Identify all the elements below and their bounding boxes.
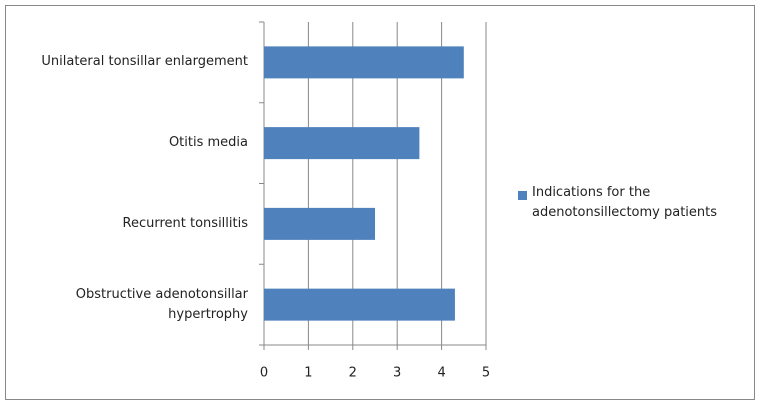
bar bbox=[264, 288, 455, 321]
x-tick-label: 1 bbox=[304, 366, 312, 381]
x-tick-label: 2 bbox=[349, 366, 357, 381]
y-tick-label: Otitis media bbox=[168, 135, 248, 151]
legend-label: Indications for the adenotonsillectomy p… bbox=[532, 185, 718, 220]
y-tick-label: Recurrent tonsillitis bbox=[122, 215, 248, 231]
legend-swatch bbox=[518, 191, 527, 200]
x-tick-label: 4 bbox=[437, 366, 445, 381]
y-tick-label: Unilateral tonsillar enlargement bbox=[41, 54, 248, 70]
y-tick-label-box: Otitis media bbox=[168, 135, 248, 151]
x-tick-label: 3 bbox=[393, 366, 401, 381]
x-tick-label: 0 bbox=[260, 366, 268, 381]
y-tick-label: Obstructive adenotonsillar hypertrophy bbox=[75, 286, 248, 322]
y-tick-label-box: Obstructive adenotonsillar hypertrophy bbox=[75, 286, 248, 322]
x-tick-label: 5 bbox=[482, 366, 490, 381]
legend-label-box: Indications for the adenotonsillectomy p… bbox=[532, 185, 718, 220]
y-tick-label-box: Unilateral tonsillar enlargement bbox=[41, 54, 248, 70]
y-tick-label-box: Recurrent tonsillitis bbox=[122, 215, 248, 231]
bar bbox=[264, 46, 464, 79]
bar bbox=[264, 207, 375, 240]
bar bbox=[264, 127, 420, 160]
